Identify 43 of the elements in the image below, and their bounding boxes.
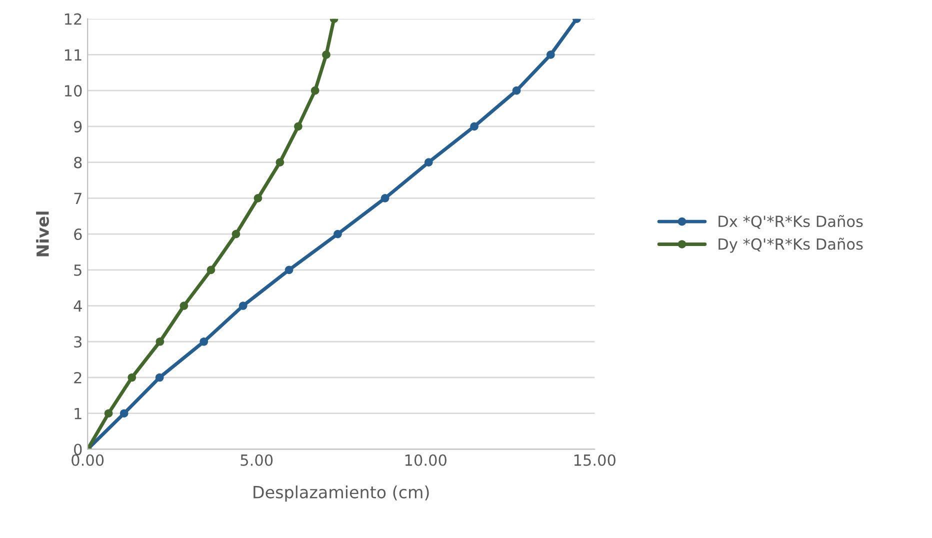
legend-label: Dy *Q'*R*Ks Daños (718, 238, 863, 253)
point (284, 266, 294, 274)
y-tick-label: 0 (74, 444, 82, 456)
point (546, 50, 555, 59)
point (310, 86, 320, 95)
point (206, 266, 216, 274)
point (470, 122, 478, 131)
point (424, 158, 433, 166)
point (276, 158, 284, 166)
y-tick-label: 10 (64, 85, 82, 97)
point (254, 194, 262, 202)
point (180, 302, 188, 310)
y-tick-label: 4 (74, 300, 82, 312)
y-tick-label: 3 (74, 336, 82, 348)
point (294, 122, 302, 131)
point (104, 409, 113, 418)
point (156, 337, 164, 346)
x-axis-title: Desplazamiento (cm) (254, 486, 429, 502)
y-tick-label: 11 (64, 49, 82, 60)
x-tick-label: 0.00 (72, 454, 104, 466)
x-tick-label: 15.00 (574, 454, 616, 466)
y-tick-label: 1 (74, 408, 82, 420)
y-axis-title: Nivel (36, 212, 49, 256)
y-tick-label: 5 (74, 264, 82, 276)
point (232, 230, 240, 238)
point (120, 409, 128, 418)
point (155, 373, 164, 382)
x-tick-label: 5.00 (240, 454, 273, 466)
x-tick-label: 10.00 (405, 454, 446, 466)
point (322, 50, 330, 59)
point (334, 230, 342, 238)
point (380, 194, 390, 202)
y-tick-label: 12 (64, 13, 82, 25)
y-tick-label: 8 (74, 156, 82, 168)
point (512, 86, 521, 95)
point (128, 373, 136, 382)
point (238, 302, 248, 310)
y-tick-label: 9 (74, 120, 82, 132)
y-tick-label: 2 (74, 372, 82, 384)
y-tick-label: 6 (74, 228, 82, 240)
legend-label: Dx *Q'*R*Ks Daños (718, 215, 863, 229)
y-tick-label: 7 (74, 192, 82, 204)
point (200, 337, 208, 346)
